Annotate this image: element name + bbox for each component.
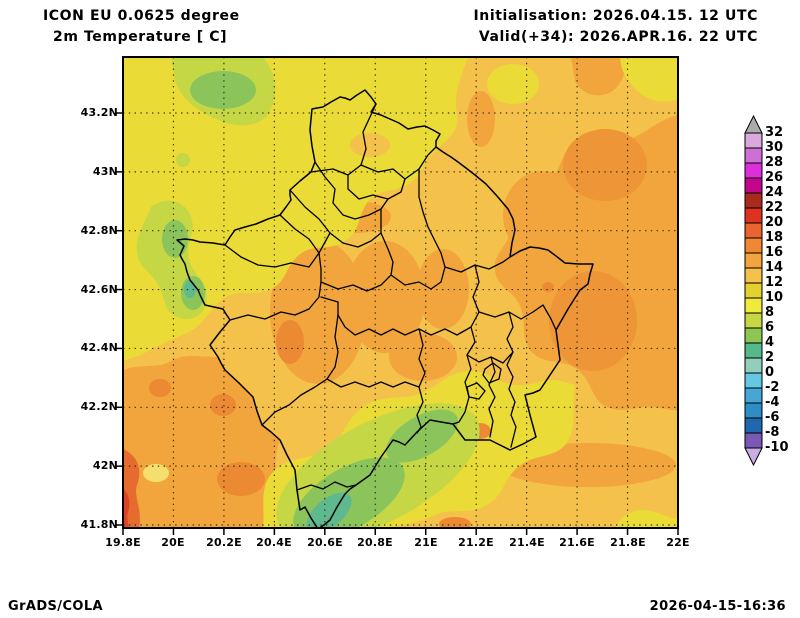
colorbar-segment — [744, 282, 763, 299]
colorbar-over-arrow — [744, 114, 763, 134]
municipality-borders — [224, 103, 557, 491]
colorbar-value-label: 32 — [765, 125, 784, 140]
colorbar-value-label: 26 — [765, 170, 784, 185]
colorbar-value-label: 28 — [765, 155, 784, 170]
lon-tick-label: 21E — [414, 536, 438, 549]
temperature-shading — [123, 57, 678, 528]
colorbar-segment — [744, 342, 763, 359]
lat-tick-label: 43.2N — [80, 106, 118, 119]
colorbar-value-label: 14 — [765, 260, 784, 275]
colorbar-segment — [744, 402, 763, 419]
colorbar-value-label: -10 — [765, 440, 789, 455]
lon-tick-label: 22E — [666, 536, 690, 549]
colorbar-value-label: 12 — [765, 275, 784, 290]
lat-tick-label: 42.2N — [80, 400, 118, 413]
colorbar-segment — [744, 267, 763, 284]
colorbar-segment — [744, 327, 763, 344]
colorbar-value-label: 8 — [765, 305, 775, 320]
colorbar-value-label: 18 — [765, 230, 784, 245]
colorbar-value-label: 20 — [765, 215, 784, 230]
colorbar-value-label: 22 — [765, 200, 784, 215]
lat-tick-label: 42.8N — [80, 224, 118, 237]
colorbar-segment — [744, 432, 763, 449]
lon-tick-label: 21.2E — [458, 536, 494, 549]
colorbar-segment — [744, 252, 763, 269]
borders — [176, 89, 594, 528]
valid-time: Valid(+34): 2026.APR.16. 22 UTC — [478, 29, 758, 45]
colorbar-segment — [744, 147, 763, 164]
colorbar-value-label: 24 — [765, 185, 784, 200]
colorbar-segment — [744, 312, 763, 329]
colorbar-segment — [744, 192, 763, 209]
lon-tick-label: 20.8E — [357, 536, 393, 549]
colorbar-segment — [744, 162, 763, 179]
lat-tick-label: 42N — [92, 459, 118, 472]
lat-tick-label: 42.6N — [80, 283, 118, 296]
colorbar-value-label: 10 — [765, 290, 784, 305]
colorbar — [744, 114, 763, 467]
colorbar-value-label: -8 — [765, 425, 780, 440]
colorbar-value-label: 16 — [765, 245, 784, 260]
colorbar-value-label: -2 — [765, 380, 780, 395]
colorbar-segment — [744, 387, 763, 404]
colorbar-segment — [744, 222, 763, 239]
variable-title: 2m Temperature [ C] — [53, 29, 228, 45]
lon-tick-label: 21.4E — [509, 536, 545, 549]
colorbar-segment — [744, 237, 763, 254]
colorbar-segment — [744, 132, 763, 149]
colorbar-under-arrow — [744, 447, 763, 467]
colorbar-value-label: 30 — [765, 140, 784, 155]
colorbar-segment — [744, 177, 763, 194]
grads-signature: GrADS/COLA — [8, 599, 103, 614]
colorbar-segment — [744, 207, 763, 224]
colorbar-segment — [744, 372, 763, 389]
lon-tick-label: 21.8E — [610, 536, 646, 549]
creation-timestamp: 2026-04-15-16:36 — [649, 599, 786, 614]
colorbar-value-label: -6 — [765, 410, 780, 425]
colorbar-value-label: 4 — [765, 335, 775, 350]
colorbar-segment — [744, 417, 763, 434]
colorbar-segment — [744, 297, 763, 314]
model-title: ICON EU 0.0625 degree — [43, 8, 240, 24]
axis-ticks — [116, 112, 679, 535]
lat-tick-label: 43N — [92, 165, 118, 178]
lat-tick-label: 41.8N — [80, 518, 118, 531]
plot-frame — [122, 56, 679, 529]
lon-tick-label: 20E — [161, 536, 185, 549]
init-time: Initialisation: 2026.04.15. 12 UTC — [473, 8, 758, 24]
colorbar-value-label: 0 — [765, 365, 775, 380]
lon-tick-label: 20.4E — [256, 536, 292, 549]
colorbar-value-label: 6 — [765, 320, 775, 335]
colorbar-value-label: 2 — [765, 350, 775, 365]
lat-tick-label: 42.4N — [80, 341, 118, 354]
lon-tick-label: 20.2E — [206, 536, 242, 549]
colorbar-value-label: -4 — [765, 395, 780, 410]
lon-tick-label: 21.6E — [559, 536, 595, 549]
kosovo-outline — [176, 89, 594, 528]
lon-tick-label: 20.6E — [307, 536, 343, 549]
colorbar-segment — [744, 357, 763, 374]
lon-tick-label: 19.8E — [105, 536, 141, 549]
